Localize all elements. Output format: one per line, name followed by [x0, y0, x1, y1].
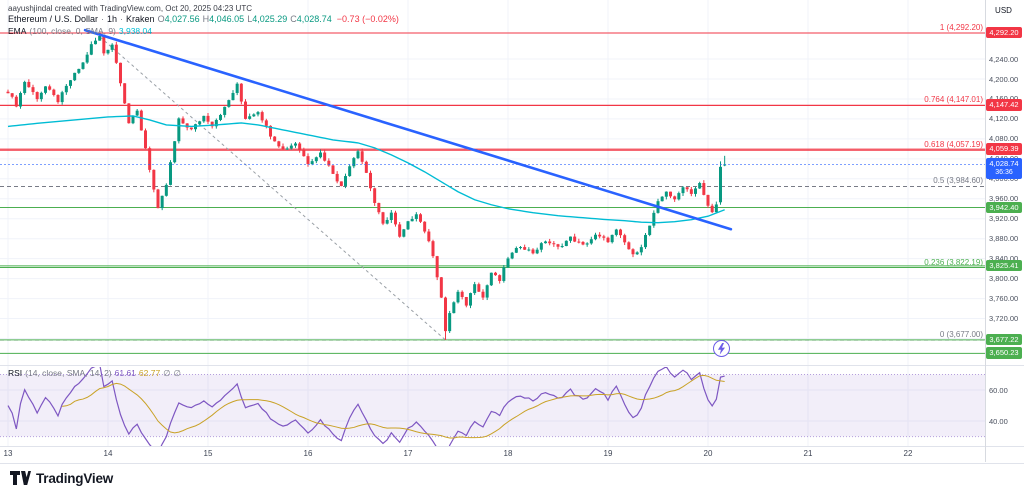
rsi-value: 61.61 [114, 368, 136, 378]
price-level-badge: 3,677.22 [986, 333, 1022, 346]
change-value: −0.73 (−0.02%) [336, 14, 399, 24]
rsi-ma-value: 62.77 [138, 368, 161, 378]
price-axis[interactable]: USD 4,240.00 4,200.00 4,160.00 4,120.00 4,08… [985, 0, 1024, 462]
last-price-value: 4,028.74 [989, 159, 1019, 169]
price-level-badge: 4,059.39 [986, 143, 1022, 155]
price-tick: 3,960.00 [989, 194, 1019, 204]
price-tick: 3,800.00 [989, 274, 1019, 284]
separator: · [101, 14, 105, 24]
time-tick: 17 [403, 449, 413, 458]
price-level-badge: 3,825.41 [986, 259, 1022, 272]
time-tick: 21 [803, 449, 813, 458]
tradingview-logo-icon [10, 471, 31, 485]
price-tick: 3,760.00 [989, 294, 1019, 304]
symbol-title: Ethereum / U.S. Dollar [8, 14, 99, 24]
high-label: H [202, 14, 210, 24]
open-label: O [157, 14, 165, 24]
tradingview-logo[interactable]: TradingView [10, 470, 113, 486]
ema-name: EMA [8, 26, 27, 36]
lightning-sticker[interactable] [712, 340, 730, 358]
symbol-legend[interactable]: Ethereum / U.S. Dollar · 1h · Kraken O4,027.5… [8, 14, 402, 24]
ema-line[interactable] [7, 115, 725, 224]
price-tick: 3,720.00 [989, 314, 1019, 324]
ema-params: (100, close, 0, SMA, 9) [29, 26, 116, 36]
low-value: 4,025.29 [252, 14, 288, 24]
price-tick: 4,120.00 [989, 114, 1019, 124]
separator: · [120, 14, 124, 24]
time-tick: 16 [303, 449, 313, 458]
descending-trendline[interactable] [83, 28, 733, 231]
rsi-empty-value: ∅ [173, 368, 181, 378]
rsi-line [7, 367, 725, 446]
price-tick: 3,920.00 [989, 214, 1019, 224]
time-tick: 15 [203, 449, 213, 458]
tradingview-wordmark: TradingView [36, 470, 114, 486]
price-tick: 3,880.00 [989, 234, 1019, 244]
rsi-plot [7, 367, 725, 446]
price-tick: 3,840.00 [989, 254, 1019, 264]
price-tick: 4,000.00 [989, 174, 1019, 184]
currency-unit-label: USD [995, 6, 1012, 15]
close-label: C [290, 14, 297, 24]
close-value: 4,028.74 [296, 14, 332, 24]
rsi-tick: 40.00 [989, 416, 1008, 426]
rsi-band [0, 374, 985, 437]
time-tick: 22 [903, 449, 913, 458]
ema-value: 3,938.04 [118, 26, 152, 36]
price-level-badge: 4,292.20 [986, 27, 1022, 39]
price-level-badge: 4,147.42 [986, 99, 1022, 111]
price-tick: 4,200.00 [989, 74, 1019, 84]
time-axis[interactable]: 13 14 15 16 17 18 19 20 21 22 [0, 447, 1024, 462]
rsi-empty-value: ∅ [163, 368, 171, 378]
exchange-label: Kraken [126, 14, 155, 24]
price-tick: 4,240.00 [989, 54, 1019, 64]
price-tick: 4,080.00 [989, 134, 1019, 144]
ema-legend[interactable]: EMA (100, close, 0, SMA, 9) 3,938.04 [8, 26, 155, 36]
interval-label: 1h [107, 14, 118, 24]
rsi-tick: 60.00 [989, 385, 1008, 395]
attribution-text: aayushjindal created with TradingView.co… [8, 4, 252, 13]
time-tick: 14 [103, 449, 113, 458]
price-tick: 4,160.00 [989, 94, 1018, 103]
time-tick: 20 [703, 449, 713, 458]
time-tick: 18 [503, 449, 513, 458]
rsi-ma-line [62, 374, 725, 439]
footer-bar: TradingView [0, 463, 1024, 493]
lightning-icon [717, 342, 725, 355]
price-level-badge: 3,942.40 [986, 201, 1022, 213]
rsi-params: (14, close, SMA, 14, 2) [25, 368, 112, 378]
open-value: 4,027.56 [164, 14, 200, 24]
price-level-badge: 3,650.23 [986, 347, 1022, 359]
candles [6, 33, 727, 340]
low-label: L [247, 14, 253, 24]
time-tick: 19 [603, 449, 613, 458]
rsi-legend[interactable]: RSI (14, close, SMA, 14, 2) 61.61 62.77 ∅ ∅ [8, 368, 184, 379]
high-value: 4,046.05 [209, 14, 245, 24]
time-tick: 13 [3, 449, 13, 458]
last-price-badge: 4,028.74 36:36 [986, 158, 1022, 179]
rsi-name: RSI [8, 368, 23, 378]
bar-countdown: 36:36 [995, 168, 1013, 176]
